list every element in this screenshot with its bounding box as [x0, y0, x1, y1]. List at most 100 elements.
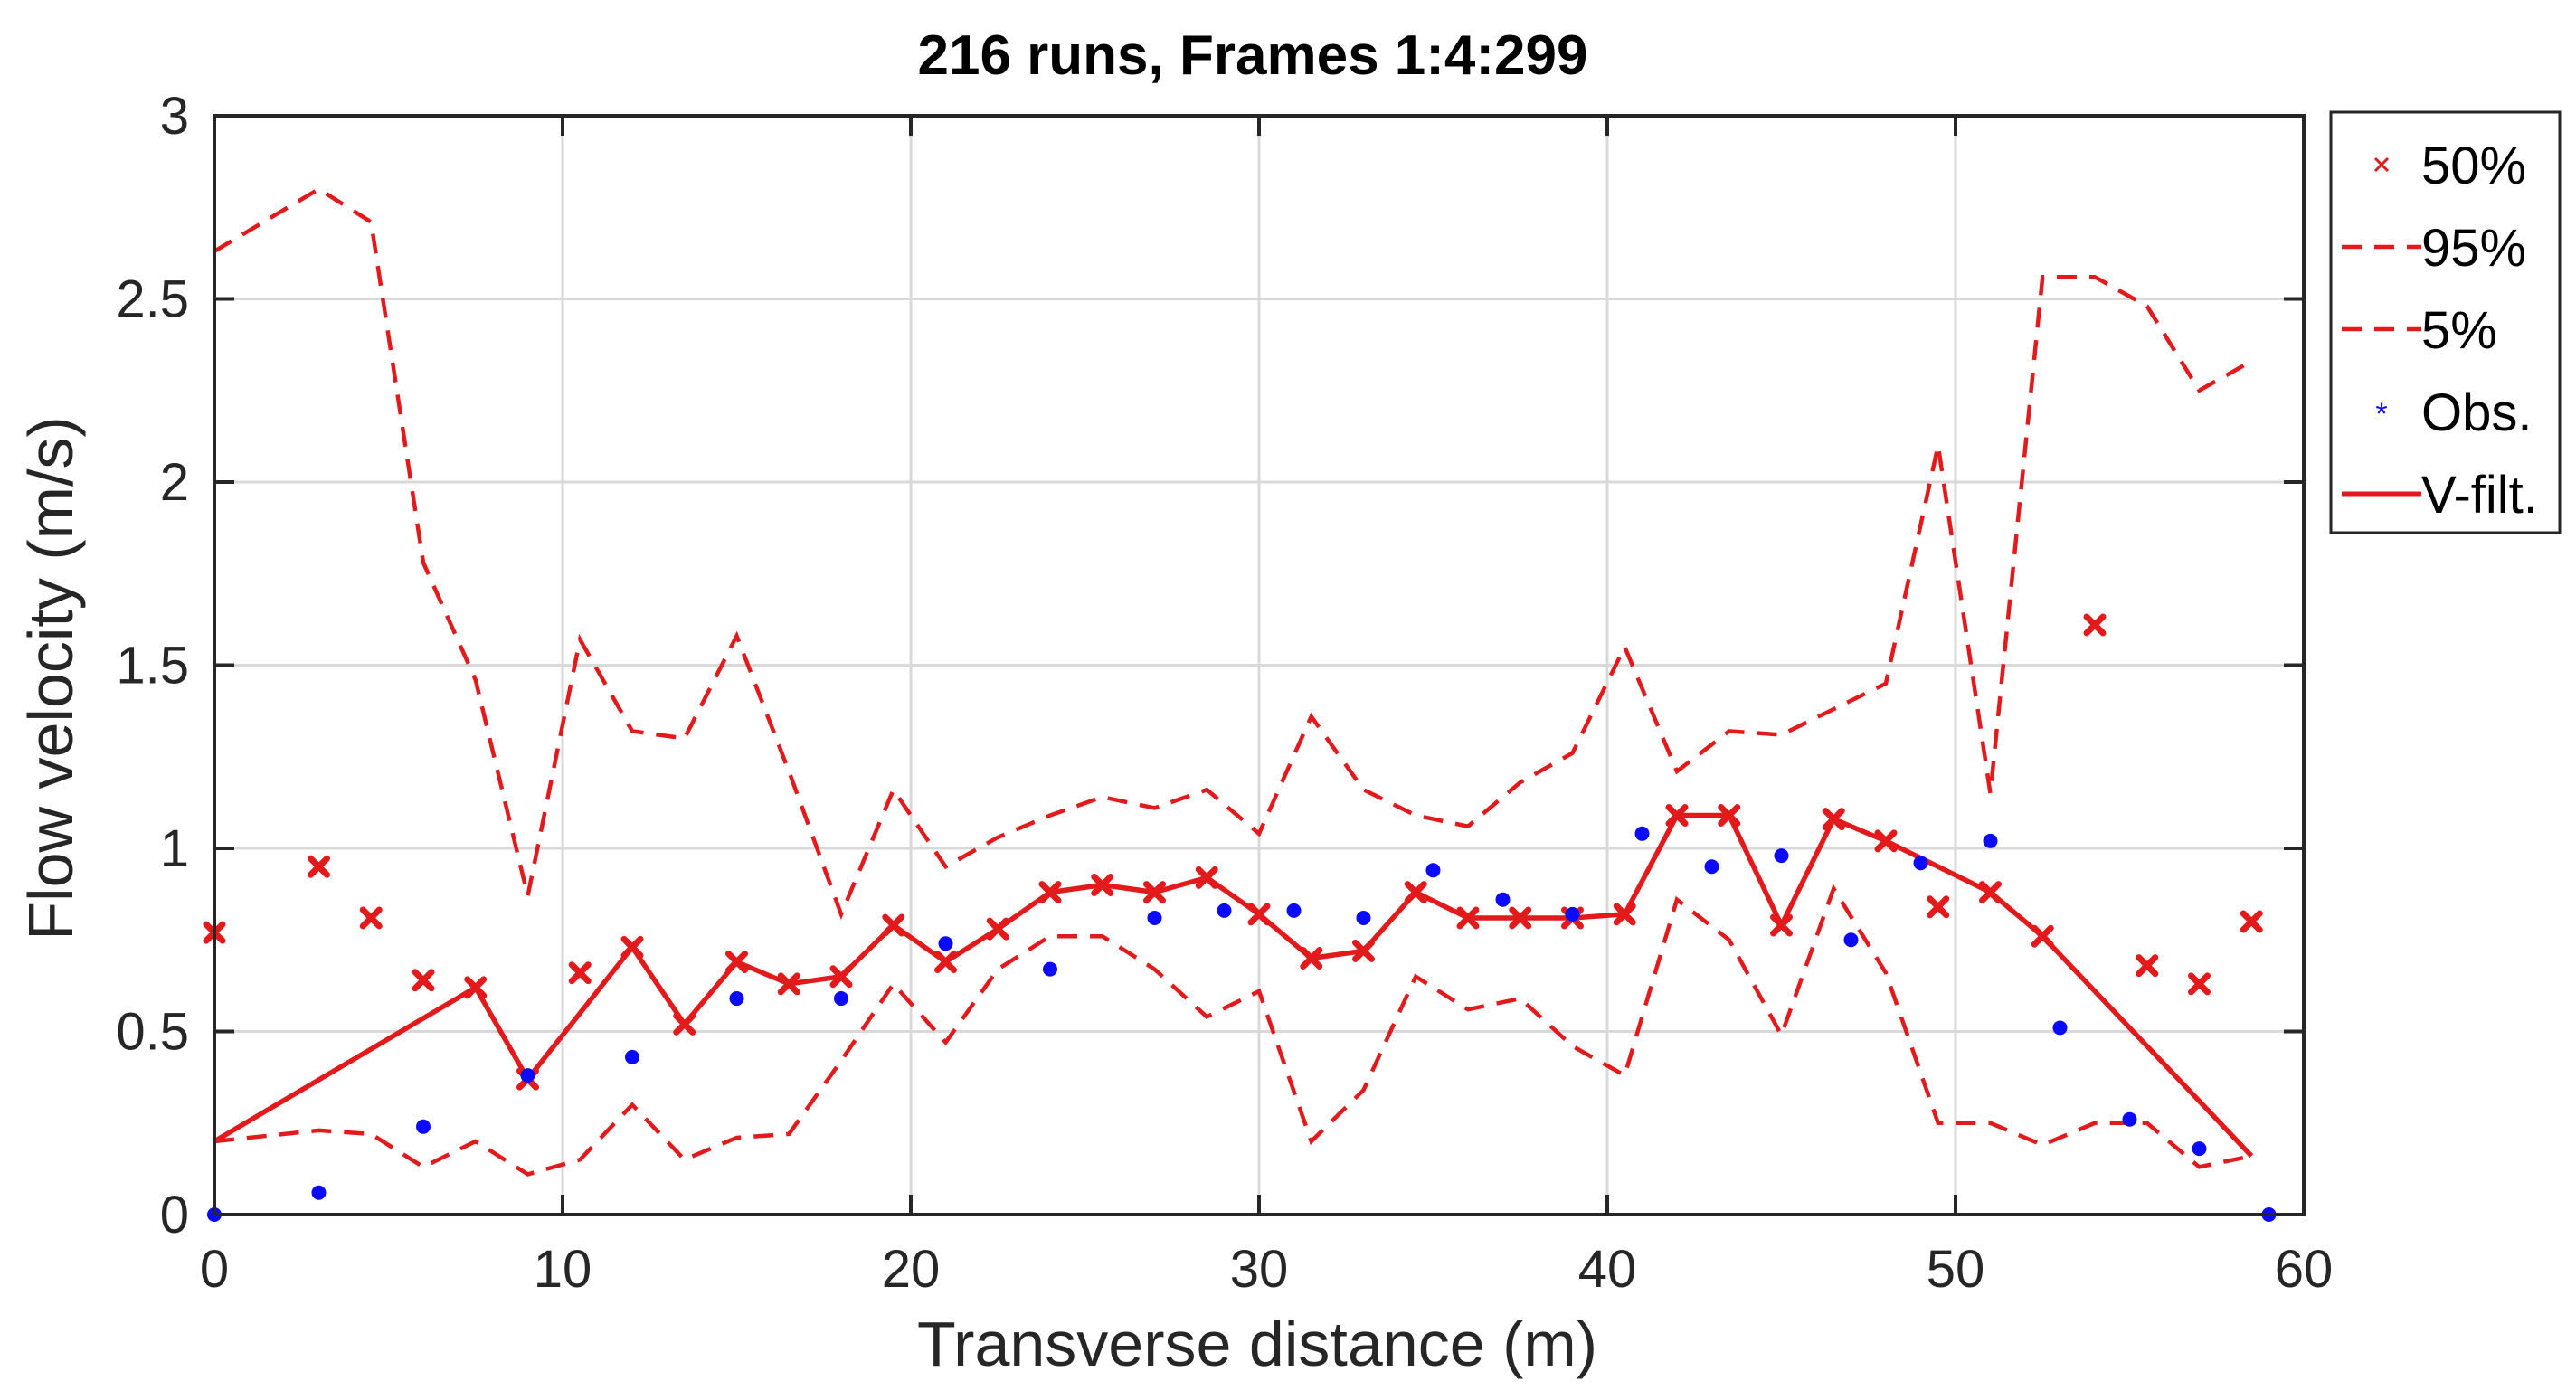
point-50pct	[464, 976, 488, 999]
point-obs	[1704, 859, 1719, 875]
point-50pct	[2240, 910, 2263, 933]
point-50pct	[568, 961, 592, 985]
point-obs	[1913, 856, 1928, 871]
point-50pct	[1195, 866, 1218, 889]
point-50pct-stroke	[1143, 881, 1166, 904]
point-obs	[520, 1068, 535, 1083]
point-50pct-stroke	[934, 951, 957, 974]
point-obs	[1286, 903, 1302, 918]
point-50pct-stroke	[1718, 804, 1741, 828]
point-obs	[1983, 833, 1998, 848]
point-obs	[311, 1185, 327, 1200]
chart-title: 216 runs, Frames 1:4:299	[918, 24, 1588, 87]
legend: 50% 95% 5% * Obs. V-filt.	[2329, 110, 2562, 534]
point-obs	[729, 991, 744, 1007]
axis-ticks: 0 10 20 30 40 50 60 0 0.5 1 1.5 2 2.5 3	[116, 87, 2333, 1299]
point-obs	[1634, 826, 1650, 841]
point-50pct	[934, 951, 957, 974]
point-50pct	[1613, 903, 1636, 926]
point-50pct-stroke	[1038, 881, 1062, 904]
point-50pct-stroke	[777, 972, 800, 996]
y-tick-label: 3	[160, 87, 189, 146]
point-50pct-stroke	[882, 913, 905, 937]
point-obs	[2052, 1020, 2068, 1036]
point-obs	[2122, 1111, 2137, 1127]
x-tick-label: 50	[1927, 1240, 1985, 1299]
x-tick-label: 20	[882, 1240, 941, 1299]
point-50pct-stroke	[308, 855, 330, 878]
y-tick-label: 0	[160, 1186, 189, 1244]
point-50pct-stroke	[2188, 972, 2211, 996]
x-tick-label: 60	[2275, 1240, 2334, 1299]
series-line-95pct	[213, 186, 2253, 921]
point-50pct-stroke	[2240, 910, 2263, 933]
point-50pct-stroke	[1822, 808, 1845, 831]
point-50pct-stroke	[725, 951, 748, 974]
point-50pct-stroke	[2083, 613, 2107, 637]
point-50pct-stroke	[1195, 866, 1218, 889]
legend-swatch-50	[2373, 156, 2390, 173]
point-50pct-stroke	[1300, 947, 1323, 970]
point-50pct	[1770, 913, 1793, 937]
point-50pct	[882, 913, 905, 937]
point-50pct	[1300, 947, 1323, 970]
point-50pct-stroke	[1874, 829, 1898, 853]
point-50pct-stroke	[1352, 939, 1375, 962]
point-obs	[834, 991, 848, 1007]
point-50pct-stroke	[1509, 906, 1532, 930]
series-line-5pct	[213, 884, 2252, 1177]
legend-box	[2329, 110, 2562, 534]
point-obs	[1425, 863, 1441, 878]
legend-label-95: 95%	[2421, 219, 2526, 278]
point-50pct	[1352, 939, 1375, 962]
point-50pct-stroke	[986, 917, 1009, 941]
point-50pct	[829, 965, 853, 989]
point-50pct-stroke	[1091, 874, 1114, 896]
point-50pct-stroke	[359, 906, 383, 930]
point-50pct	[1718, 804, 1741, 828]
point-50pct	[412, 969, 435, 992]
point-50pct	[1247, 903, 1271, 926]
point-50pct	[1404, 881, 1427, 904]
point-50pct-stroke	[829, 965, 853, 989]
point-50pct	[2188, 972, 2211, 996]
y-tick-label: 0.5	[116, 1003, 189, 1062]
y-tick-label: 2	[160, 453, 189, 512]
point-50pct-stroke	[2136, 954, 2159, 978]
point-obs	[938, 936, 953, 951]
point-50pct-stroke	[1979, 881, 2002, 904]
point-obs	[1495, 892, 1511, 907]
point-50pct-stroke	[412, 969, 435, 992]
point-50pct-stroke	[1247, 903, 1271, 926]
point-50pct	[2136, 954, 2159, 978]
x-axis-label: Transverse distance (m)	[917, 1309, 1597, 1379]
point-50pct	[1822, 808, 1845, 831]
point-50pct	[1979, 881, 2002, 904]
legend-label-50: 50%	[2421, 137, 2526, 195]
point-obs	[416, 1119, 431, 1134]
x-tick-label: 10	[534, 1240, 592, 1299]
x-tick-label: 30	[1230, 1240, 1289, 1299]
point-50pct-stroke	[620, 935, 644, 959]
point-50pct	[725, 951, 748, 974]
point-50pct	[1091, 874, 1114, 896]
legend-swatch-obs: *	[2375, 397, 2387, 431]
point-50pct	[359, 906, 383, 930]
point-50pct-stroke	[1613, 903, 1636, 926]
x-tick-label: 0	[200, 1240, 229, 1299]
point-50pct	[308, 855, 330, 878]
point-50pct-stroke	[464, 976, 488, 999]
point-50pct	[1509, 906, 1532, 930]
y-axis-label: Flow velocity (m/s)	[15, 416, 86, 940]
point-50pct	[1143, 881, 1166, 904]
point-50pct	[1927, 895, 1950, 919]
legend-label-v-filt: V-filt.	[2421, 466, 2538, 525]
point-obs	[1774, 848, 1789, 864]
point-50pct	[777, 972, 800, 996]
point-50pct	[1038, 881, 1062, 904]
point-obs	[1147, 910, 1162, 925]
point-50pct-stroke	[673, 1012, 696, 1036]
point-obs	[1565, 906, 1580, 922]
point-50pct-stroke	[1927, 895, 1950, 919]
